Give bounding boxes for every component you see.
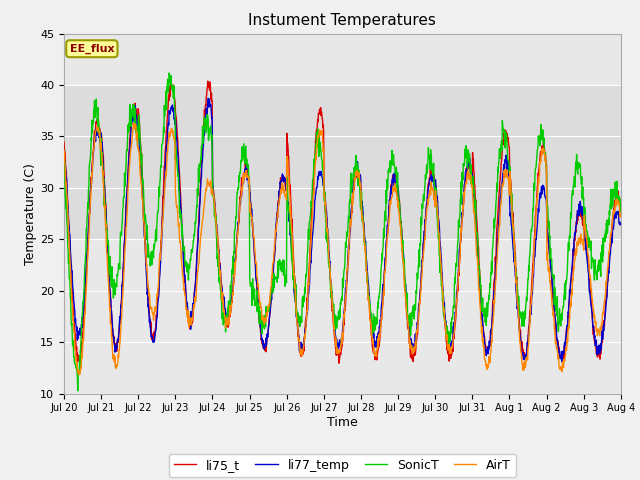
AirT [104,263,111,269]
Legend: li75_t, li77_temp, SonicT, AirT: li75_t, li77_temp, SonicT, AirT [168,454,516,477]
AirT [130,120,138,126]
li77_temp [378,306,385,312]
AirT [319,135,326,141]
SonicT [378,262,385,267]
AirT [297,347,305,353]
li75_t [297,348,305,354]
li77_temp [204,96,212,101]
AirT [378,316,385,322]
li77_temp [60,147,68,153]
AirT [126,154,134,160]
li75_t [318,116,326,121]
li75_t [204,78,212,84]
li77_temp [308,237,316,242]
li77_temp [103,232,111,238]
Bar [64,85,621,240]
AirT [76,372,83,378]
li77_temp [126,146,134,152]
li75_t [60,139,68,145]
Line: AirT: AirT [64,123,621,375]
SonicT [319,167,326,173]
SonicT [74,388,81,394]
SonicT [297,320,305,325]
SonicT [165,70,173,76]
SonicT [104,235,111,240]
AirT [60,147,68,153]
X-axis label: Time: Time [327,416,358,429]
li75_t [335,360,342,366]
li75_t [617,209,625,215]
SonicT [126,107,134,112]
AirT [617,212,625,218]
li75_t [378,317,385,323]
Line: li75_t: li75_t [64,81,621,363]
li75_t [103,232,111,238]
Title: Instument Temperatures: Instument Temperatures [248,13,436,28]
li77_temp [617,222,625,228]
Line: li77_temp: li77_temp [64,98,621,362]
SonicT [617,196,625,202]
Text: EE_flux: EE_flux [70,44,114,54]
li75_t [308,211,316,216]
AirT [308,210,316,216]
SonicT [308,179,316,184]
li75_t [126,136,134,142]
li77_temp [297,348,305,354]
SonicT [60,162,68,168]
li77_temp [318,175,326,180]
Y-axis label: Temperature (C): Temperature (C) [24,163,37,264]
Line: SonicT: SonicT [64,73,621,391]
li77_temp [558,359,566,365]
